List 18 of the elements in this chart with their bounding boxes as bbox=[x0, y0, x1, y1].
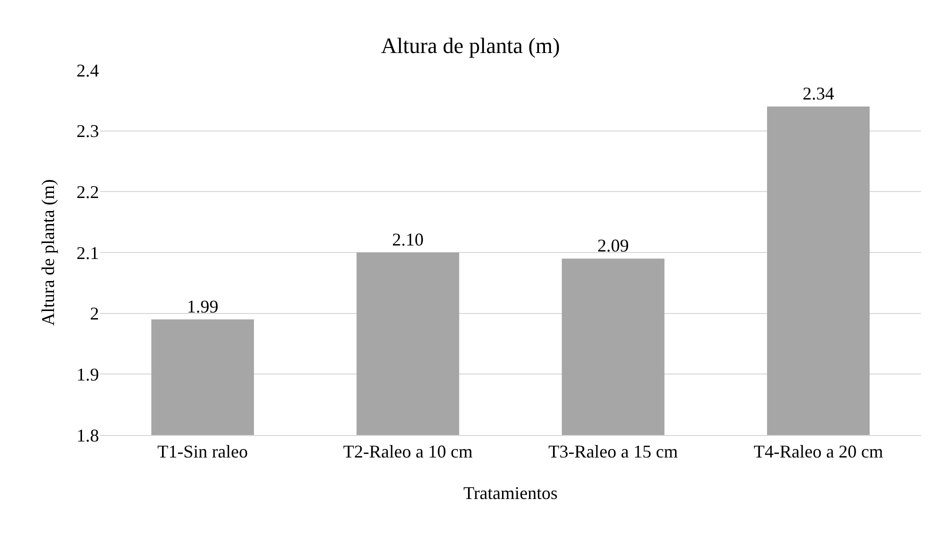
y-tick-label: 2.4 bbox=[76, 60, 99, 80]
chart-title: Altura de planta (m) bbox=[381, 32, 560, 58]
y-tick-label: 1.8 bbox=[76, 425, 99, 446]
x-tick-label: T2-Raleo a 10 cm bbox=[343, 442, 473, 462]
x-axis-title: Tratamientos bbox=[463, 483, 558, 503]
data-label: 2.10 bbox=[392, 230, 424, 250]
data-label: 1.99 bbox=[186, 296, 218, 316]
y-tick-label: 2.1 bbox=[76, 242, 99, 263]
y-tick-label: 1.9 bbox=[76, 364, 99, 384]
data-label: 2.09 bbox=[597, 236, 629, 256]
y-tick-label: 2 bbox=[90, 304, 99, 324]
data-label: 2.34 bbox=[802, 84, 834, 104]
y-tick-label: 2.2 bbox=[76, 182, 99, 202]
y-axis-title: Altura de planta (m) bbox=[38, 179, 58, 326]
y-tick-label: 2.3 bbox=[76, 121, 99, 142]
x-tick-label: T1-Sin raleo bbox=[157, 442, 248, 462]
x-tick-label: T4-Raleo a 20 cm bbox=[754, 442, 884, 462]
x-tick-label: T3-Raleo a 15 cm bbox=[548, 442, 678, 462]
